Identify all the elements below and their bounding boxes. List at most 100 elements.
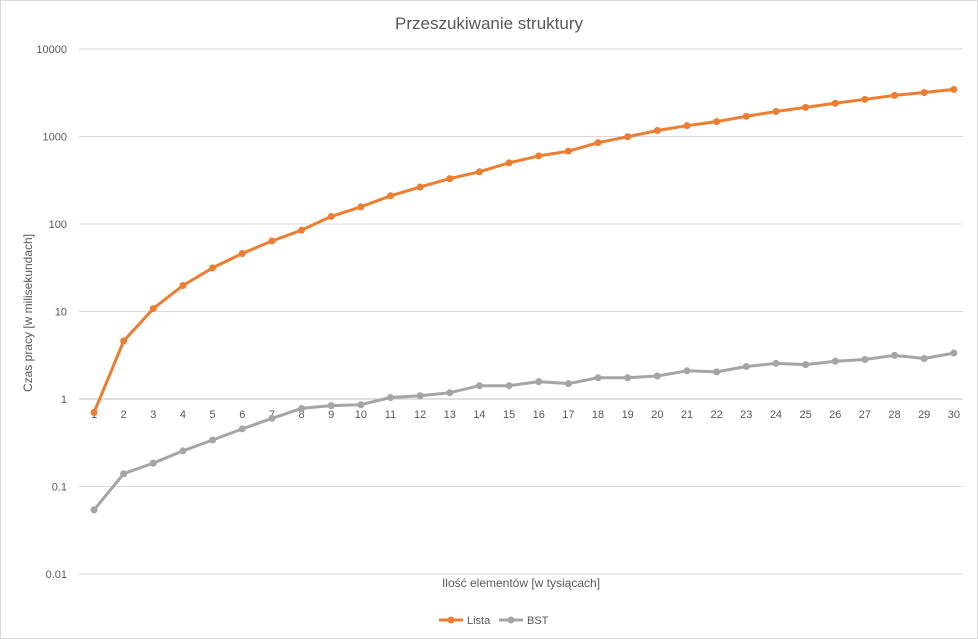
x-tick-label: 4 — [180, 409, 186, 421]
data-point — [505, 382, 513, 390]
data-point — [505, 159, 513, 167]
legend-label: BST — [527, 615, 549, 627]
y-tick-label: 1000 — [43, 132, 67, 144]
data-point — [950, 349, 958, 357]
x-tick-label: 6 — [239, 409, 245, 421]
data-point — [120, 337, 128, 345]
x-tick-label: 30 — [948, 409, 960, 421]
x-tick-label: 26 — [829, 409, 841, 421]
legend-swatch-marker — [507, 616, 515, 624]
data-point — [802, 361, 810, 369]
data-point — [831, 357, 839, 365]
x-tick-label: 9 — [328, 409, 334, 421]
data-point — [772, 359, 780, 367]
data-point — [564, 147, 572, 155]
data-point — [327, 212, 335, 220]
data-point — [772, 108, 780, 116]
data-point — [920, 355, 928, 363]
legend-item-bst: BST — [499, 615, 549, 627]
x-tick-label: 10 — [355, 409, 367, 421]
data-point — [653, 127, 661, 135]
gridlines — [79, 48, 963, 575]
legend-label: Lista — [467, 615, 491, 627]
data-point — [742, 363, 750, 371]
x-tick-label: 5 — [210, 409, 216, 421]
data-point — [653, 372, 661, 380]
series-lista — [90, 85, 958, 417]
data-point — [831, 99, 839, 107]
data-point — [357, 203, 365, 211]
x-tick-label: 14 — [473, 409, 485, 421]
series-bst — [90, 349, 958, 514]
data-point — [624, 374, 632, 382]
y-tick-label: 10 — [55, 307, 67, 319]
data-point — [624, 133, 632, 141]
data-point — [268, 237, 276, 245]
x-tick-label: 17 — [562, 409, 574, 421]
data-point — [238, 250, 246, 258]
series-line — [92, 351, 956, 512]
data-point — [238, 425, 246, 433]
y-tick-label: 100 — [49, 219, 67, 231]
data-point — [920, 89, 928, 97]
data-point — [742, 112, 750, 120]
x-tick-label: 2 — [121, 409, 127, 421]
x-tick-label: 22 — [711, 409, 723, 421]
series-line — [92, 87, 956, 415]
x-axis-label: Ilość elementów [w tysiącach] — [442, 576, 600, 590]
data-point — [713, 118, 721, 126]
data-point — [120, 470, 128, 478]
data-point — [861, 355, 869, 363]
data-point — [891, 91, 899, 99]
x-tick-label: 29 — [918, 409, 930, 421]
legend-swatch-marker — [447, 616, 455, 624]
data-point — [950, 85, 958, 93]
data-point — [387, 192, 394, 200]
x-axis-ticks: 1234567891011121314151617181920212223242… — [91, 409, 960, 421]
x-tick-label: 13 — [444, 409, 456, 421]
data-point — [475, 382, 483, 390]
data-point — [891, 351, 899, 359]
legend-item-lista: Lista — [439, 615, 491, 627]
data-point — [209, 436, 217, 444]
x-tick-label: 27 — [859, 409, 871, 421]
data-point — [446, 175, 454, 183]
data-point — [268, 414, 276, 422]
data-point — [416, 183, 424, 191]
data-point — [327, 402, 335, 410]
data-point — [209, 264, 217, 272]
data-point — [149, 305, 157, 313]
data-point — [149, 459, 157, 467]
data-point — [683, 122, 691, 130]
data-point — [594, 374, 602, 382]
data-point — [387, 394, 394, 402]
data-point — [683, 367, 691, 375]
data-point — [535, 378, 543, 386]
y-tick-label: 0.01 — [46, 569, 67, 581]
x-tick-label: 24 — [770, 409, 782, 421]
legend: Lista BST — [439, 615, 549, 627]
y-axis-ticks: 0.01 0.1 1 10 100 1000 10000 — [36, 44, 67, 581]
x-tick-label: 16 — [533, 409, 545, 421]
chart-title: Przeszukiwanie struktury — [395, 14, 584, 33]
x-tick-label: 11 — [385, 409, 396, 421]
data-point — [594, 139, 602, 147]
data-point — [90, 506, 98, 514]
data-point — [298, 226, 306, 234]
x-tick-label: 19 — [622, 409, 634, 421]
data-point — [90, 409, 98, 417]
x-tick-label: 12 — [414, 409, 426, 421]
y-tick-label: 0.1 — [52, 482, 67, 494]
data-point — [861, 95, 869, 103]
x-tick-label: 28 — [888, 409, 900, 421]
data-point — [564, 380, 572, 388]
data-point — [535, 152, 543, 160]
x-tick-label: 8 — [298, 409, 304, 421]
x-tick-label: 23 — [740, 409, 752, 421]
data-point — [179, 282, 187, 290]
x-tick-label: 15 — [503, 409, 515, 421]
x-tick-label: 3 — [150, 409, 156, 421]
data-point — [475, 168, 483, 176]
